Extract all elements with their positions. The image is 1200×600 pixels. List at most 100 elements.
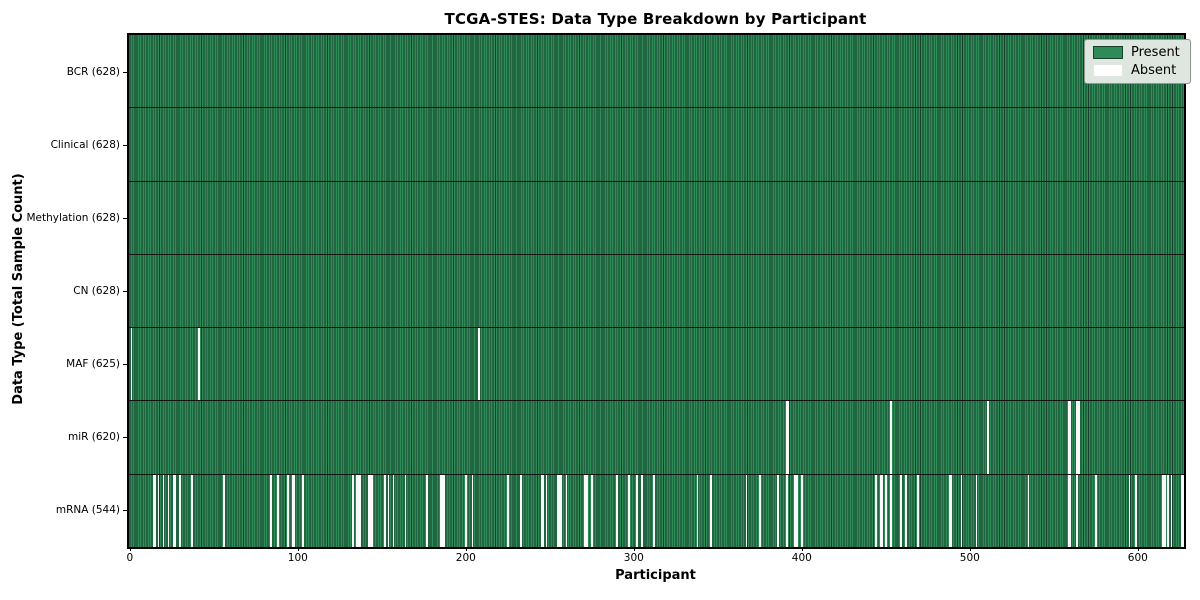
absent-stripe (641, 474, 644, 547)
y-tick-mark (123, 144, 127, 146)
heatmap-row-bcr (129, 35, 1184, 108)
x-tick-mark (633, 547, 635, 551)
absent-stripe (1076, 474, 1079, 547)
x-tick-label-500: 500 (959, 552, 980, 564)
plot-area (127, 33, 1186, 549)
absent-stripe (787, 401, 790, 474)
absent-stripe (565, 474, 568, 547)
y-tick-mark (123, 364, 127, 366)
absent-stripe (542, 474, 544, 547)
y-tick-label-bcr: BCR (628) (66, 65, 120, 78)
absent-stripe (627, 474, 630, 547)
absent-stripe (157, 474, 160, 547)
x-tick-mark (297, 547, 299, 551)
absent-stripe (874, 474, 877, 547)
absent-stripe (785, 401, 788, 474)
absent-stripe (777, 474, 780, 547)
absent-stripe (881, 474, 884, 547)
heatmap-row-methylation (129, 180, 1184, 254)
x-tick-mark (1137, 547, 1139, 551)
absent-stripe (426, 474, 429, 547)
y-tick-mark (123, 437, 127, 439)
absent-stripe (916, 474, 919, 547)
absent-stripe (950, 474, 953, 547)
absent-stripe (653, 474, 655, 547)
absent-stripe (172, 474, 175, 547)
absent-stripe (1069, 474, 1072, 547)
absent-stripe (758, 474, 761, 547)
absent-stripe (506, 474, 509, 547)
absent-stripe (367, 474, 370, 547)
legend-label-absent: Absent (1131, 63, 1177, 78)
absent-stripe (276, 474, 279, 547)
absent-stripe (1163, 474, 1166, 547)
heatmap-row-maf (129, 327, 1184, 401)
absent-stripe (270, 474, 272, 547)
absent-stripe (369, 474, 371, 547)
y-tick-label-mrna: mRNA (544) (55, 504, 120, 517)
absent-stripe (352, 474, 355, 547)
absent-stripe (905, 474, 907, 547)
absent-stripe (179, 474, 182, 547)
absent-stripe (636, 474, 638, 547)
absent-stripe (464, 474, 467, 547)
x-tick-mark (801, 547, 803, 551)
absent-swatch (1093, 64, 1123, 77)
x-axis-label: Participant (615, 568, 696, 583)
absent-stripe (302, 474, 304, 547)
absent-stripe (223, 474, 225, 547)
absent-stripe (590, 474, 593, 547)
absent-stripe (975, 474, 978, 547)
x-tick-mark (129, 547, 131, 551)
absent-stripe (1068, 474, 1070, 547)
absent-stripe (1167, 474, 1169, 547)
x-tick-label-400: 400 (791, 552, 812, 564)
absent-stripe (384, 474, 387, 547)
absent-stripe (1069, 401, 1072, 474)
absent-stripe (441, 474, 444, 547)
x-tick-label-0: 0 (126, 552, 134, 564)
absent-stripe (795, 474, 798, 547)
absent-stripe (357, 474, 360, 547)
legend-item-present: Present (1093, 46, 1180, 59)
absent-stripe (890, 401, 892, 474)
absent-stripe (471, 474, 474, 547)
absent-stripe (987, 401, 990, 474)
present-swatch (1093, 46, 1123, 59)
absent-stripe (960, 474, 963, 547)
y-tick-mark (123, 217, 127, 219)
absent-stripe (1162, 474, 1164, 547)
absent-stripe (616, 474, 618, 547)
y-tick-label-cn: CN (628) (73, 285, 120, 297)
x-tick-label-600: 600 (1127, 552, 1148, 564)
absent-stripe (152, 474, 155, 547)
y-tick-mark (123, 510, 127, 512)
absent-stripe (879, 474, 882, 547)
absent-stripe (162, 474, 165, 547)
heatmap-row-mir (129, 400, 1184, 474)
absent-stripe (794, 474, 796, 547)
absent-stripe (154, 474, 156, 547)
absent-stripe (785, 474, 788, 547)
x-tick-mark (465, 547, 467, 551)
absent-stripe (370, 474, 373, 547)
absent-stripe (1078, 401, 1080, 474)
absent-stripe (1027, 474, 1030, 547)
absent-stripe (174, 474, 177, 547)
absent-stripe (387, 474, 390, 547)
absent-stripe (520, 474, 523, 547)
heatmap-row-cn (129, 253, 1184, 328)
absent-stripe (585, 474, 588, 547)
absent-stripe (1068, 401, 1070, 474)
absent-stripe (800, 474, 803, 547)
absent-stripe (404, 474, 407, 547)
absent-stripe (359, 474, 361, 547)
legend-label-present: Present (1131, 45, 1180, 60)
absent-stripe (948, 474, 951, 547)
absent-stripe (1094, 474, 1097, 547)
absent-stripe (560, 474, 563, 547)
y-tick-label-mir: miR (620) (67, 431, 120, 444)
absent-stripe (392, 474, 395, 547)
absent-stripe (1180, 474, 1183, 547)
